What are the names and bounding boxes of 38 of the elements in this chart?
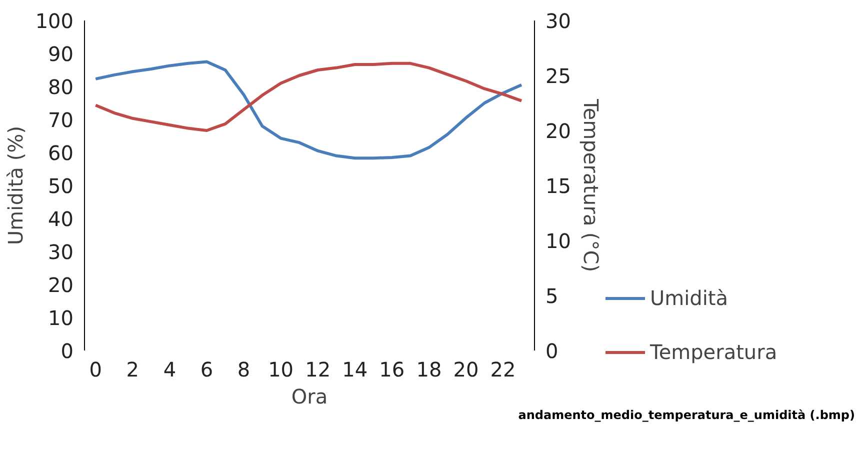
y-tick-label: 70	[48, 108, 74, 132]
y-tick-label: 80	[48, 75, 74, 99]
y2-tick-label: 10	[546, 229, 571, 253]
legend-label: Temperatura	[650, 340, 778, 364]
x-tick-label: 18	[416, 358, 442, 382]
y-tick-label: 40	[48, 207, 74, 231]
y-tick-label: 10	[48, 306, 74, 330]
y2-tick-label: 30	[546, 9, 571, 33]
y-tick-label: 60	[48, 141, 74, 165]
x-tick-label: 0	[89, 358, 102, 382]
y-tick-label: 100	[35, 9, 74, 33]
line-series	[94, 62, 524, 132]
x-tick-label: 4	[163, 358, 176, 382]
x-axis-title: Ora	[291, 384, 328, 408]
y2-tick-label: 5	[546, 284, 558, 308]
x-tick-label: 6	[200, 358, 214, 382]
y-tick-label: 20	[48, 273, 74, 297]
y-tick-label: 50	[48, 174, 74, 198]
y-tick-label: 0	[60, 339, 74, 363]
y2-axis-title: Temperatura (°C)	[578, 98, 603, 272]
x-tick-label: 16	[379, 358, 405, 382]
legend-label: Umidità	[650, 286, 728, 310]
y2-tick-label: 15	[546, 174, 571, 198]
y-tick-label: 90	[48, 42, 74, 66]
y2-tick-label: 25	[546, 64, 571, 88]
y2-tick-label: 0	[546, 339, 558, 363]
x-tick-label: 2	[126, 358, 140, 382]
y2-tick-label: 20	[546, 119, 571, 143]
y-axis-title: Umidità (%)	[3, 126, 28, 245]
x-tick-label: 14	[342, 358, 368, 382]
text: andamento_medio_temperatura_e_umidità (.bmp)	[518, 407, 855, 424]
x-tick-label: 20	[453, 358, 479, 382]
y-tick-label: 30	[48, 240, 74, 264]
x-tick-label: 12	[305, 358, 331, 382]
line-series	[94, 60, 524, 160]
x-tick-label: 8	[237, 358, 250, 382]
x-tick-label: 22	[490, 358, 516, 382]
x-tick-label: 10	[268, 358, 294, 382]
